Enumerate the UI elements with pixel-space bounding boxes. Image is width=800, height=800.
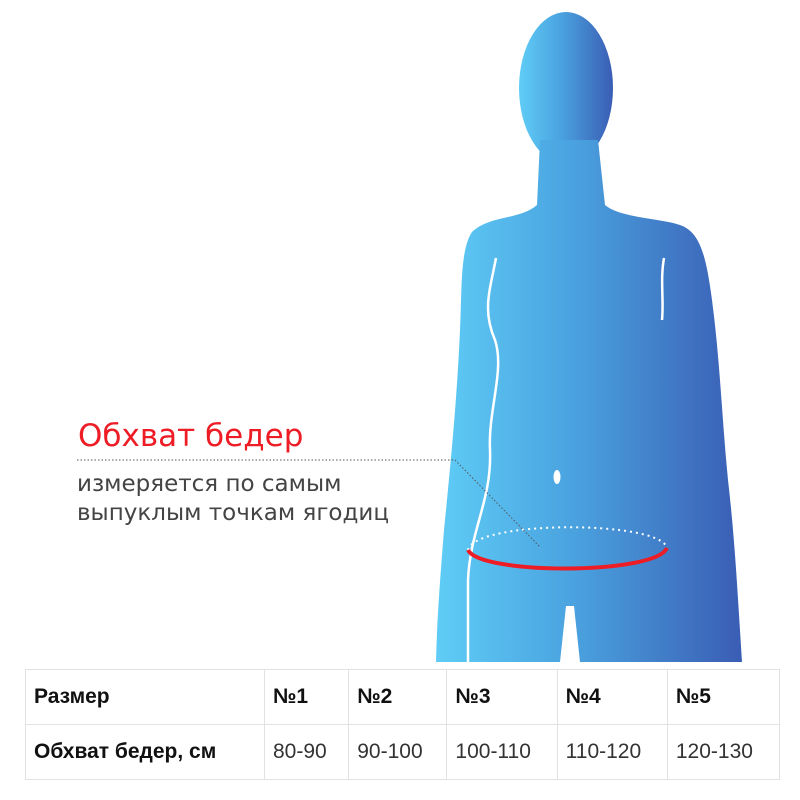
table-row-hip: Обхват бедер, см 80-90 90-100 100-110 11… — [25, 724, 781, 780]
row-header-size: Размер — [25, 669, 265, 725]
navel — [553, 470, 561, 484]
description-line: выпуклым точкам ягодиц — [77, 500, 389, 526]
hip-range-cell: 90-100 — [348, 724, 448, 780]
hip-measure-red-line — [466, 546, 669, 571]
size-cell: №3 — [446, 669, 558, 725]
hip-range-cell: 100-110 — [446, 724, 558, 780]
silhouette — [436, 12, 742, 662]
female-silhouette-figure — [77, 12, 742, 662]
arm-contour-line — [660, 257, 666, 321]
annotation-description: измеряется по самым выпуклым точкам ягод… — [77, 470, 389, 528]
annotation-title: Обхват бедер — [78, 418, 304, 454]
size-table: Размер №1 №2 №3 №4 №5 Обхват бедер, см 8… — [25, 669, 781, 780]
leader-line — [77, 459, 541, 548]
size-cell: №5 — [666, 669, 781, 725]
hip-range-cell: 110-120 — [556, 724, 668, 780]
row-header-hip: Обхват бедер, см — [25, 724, 265, 780]
hip-range-cell: 80-90 — [263, 724, 350, 780]
size-cell: №2 — [348, 669, 448, 725]
body-contour-line — [466, 257, 500, 662]
size-cell: №1 — [263, 669, 350, 725]
hip-range-cell: 120-130 — [666, 724, 781, 780]
table-row-sizes: Размер №1 №2 №3 №4 №5 — [25, 669, 781, 725]
size-cell: №4 — [556, 669, 668, 725]
description-line: измеряется по самым — [77, 471, 342, 497]
